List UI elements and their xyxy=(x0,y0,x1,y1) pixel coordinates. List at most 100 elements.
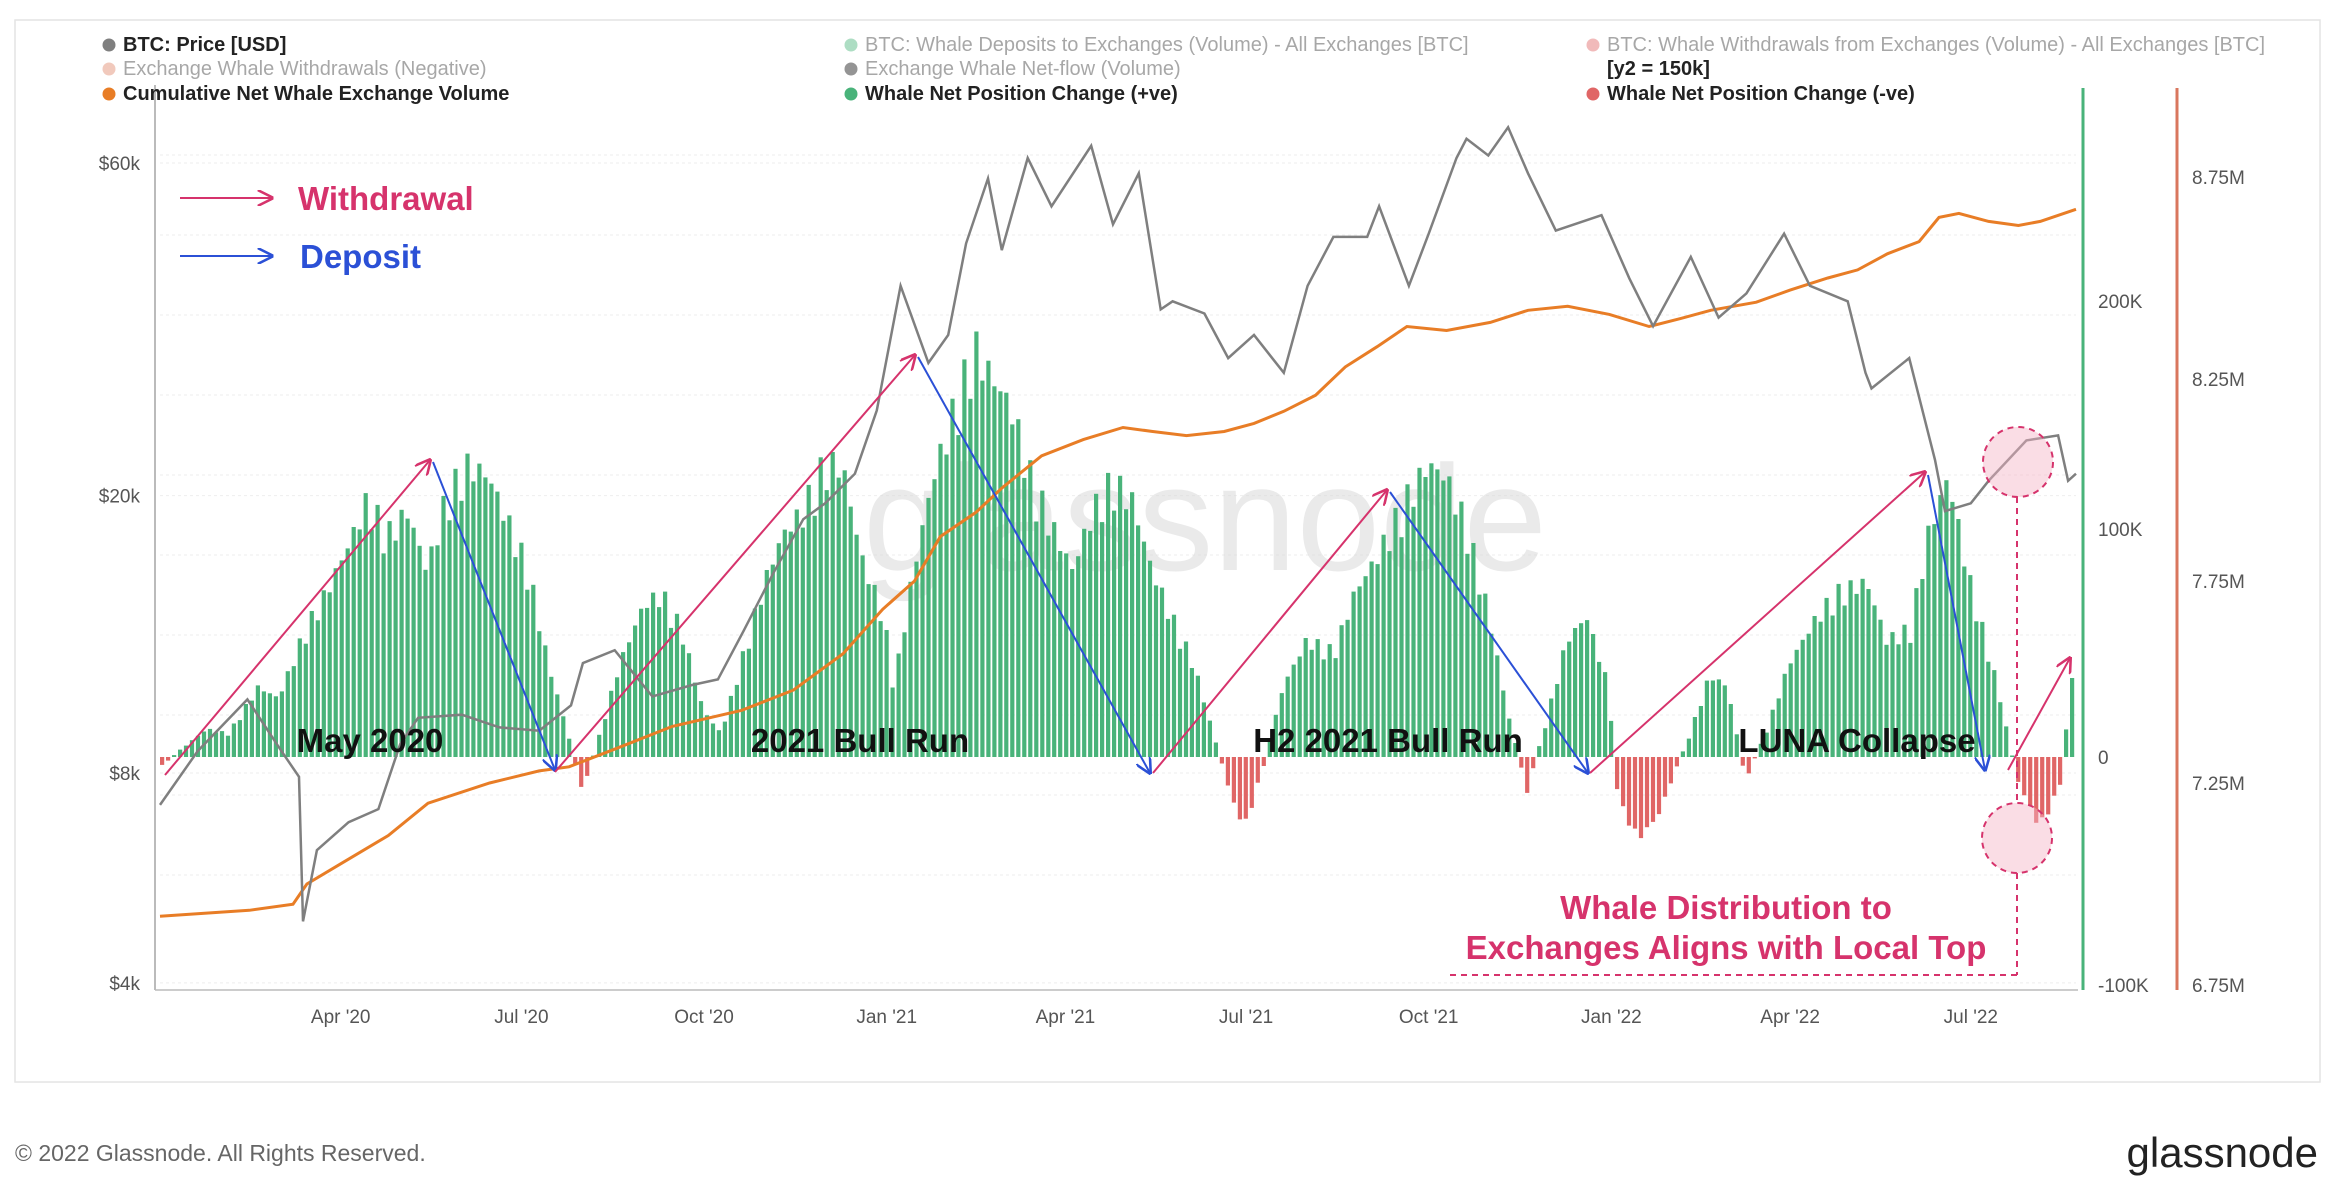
bar-48 xyxy=(447,520,452,757)
bar-92 xyxy=(710,723,716,757)
bar-133 xyxy=(956,435,961,757)
bar-40 xyxy=(399,509,404,757)
callout-line-1: Whale Distribution to xyxy=(1560,889,1892,926)
bar-59 xyxy=(513,557,518,757)
bar-162 xyxy=(1130,492,1135,757)
y-right-volume-tick-2: 100K xyxy=(2098,520,2143,541)
bar-257 xyxy=(1698,706,1703,757)
bar-103 xyxy=(776,543,781,757)
bar-124 xyxy=(902,632,907,757)
bar-171 xyxy=(1183,641,1189,757)
bar-109 xyxy=(812,515,817,757)
bar-298 xyxy=(1944,480,1949,757)
bar-241 xyxy=(1603,672,1608,757)
bar-42 xyxy=(411,527,416,757)
y-left-tick-0: $4k xyxy=(109,974,140,995)
bar-221 xyxy=(1483,593,1488,757)
bar-106 xyxy=(794,509,799,757)
bar-127 xyxy=(920,525,925,757)
bar-14 xyxy=(243,704,248,757)
bar-63 xyxy=(537,631,542,757)
bar-242 xyxy=(1609,720,1614,757)
bar-34 xyxy=(363,493,368,757)
bar-183 xyxy=(1255,757,1260,783)
bar-176 xyxy=(1213,742,1218,757)
legend-item-3: BTC: Whale Deposits to Exchanges (Volume… xyxy=(865,34,1469,56)
bar-86 xyxy=(674,613,680,757)
bar-46 xyxy=(435,545,440,757)
bar-198 xyxy=(1345,619,1350,757)
bar-88 xyxy=(686,653,692,757)
bar-44 xyxy=(423,569,428,757)
bar-281 xyxy=(1842,605,1847,757)
bar-116 xyxy=(854,534,859,757)
bar-297 xyxy=(1938,495,1943,757)
bar-141 xyxy=(1004,392,1009,757)
bar-114 xyxy=(842,470,847,757)
bar-12 xyxy=(231,723,236,757)
bar-174 xyxy=(1201,702,1206,757)
bar-251 xyxy=(1662,757,1668,797)
bar-195 xyxy=(1327,644,1332,757)
bar-204 xyxy=(1381,534,1386,757)
y-right-volume-tick-1: 0 xyxy=(2098,748,2109,769)
bar-256 xyxy=(1692,717,1697,757)
outflow-circle xyxy=(1981,802,2053,874)
bar-268 xyxy=(1764,732,1769,757)
bar-253 xyxy=(1674,757,1679,767)
bar-216 xyxy=(1453,514,1458,757)
bar-41 xyxy=(405,518,410,757)
legend-swatch-3 xyxy=(844,38,858,52)
bar-101 xyxy=(764,570,769,757)
bar-97 xyxy=(740,651,745,757)
bar-78 xyxy=(627,642,632,757)
bar-160 xyxy=(1118,475,1123,757)
bar-240 xyxy=(1597,661,1602,757)
bar-271 xyxy=(1782,673,1787,757)
bar-304 xyxy=(1980,621,1985,757)
bar-1 xyxy=(166,757,171,761)
bar-197 xyxy=(1339,625,1344,757)
bar-113 xyxy=(836,477,841,757)
y-left-tick-2: $20k xyxy=(99,487,141,508)
bar-147 xyxy=(1040,490,1045,757)
bar-316 xyxy=(2052,757,2057,796)
legend: BTC: Price [USD]Exchange Whale Withdrawa… xyxy=(102,34,2265,105)
bar-164 xyxy=(1141,541,1147,757)
bar-58 xyxy=(507,515,512,757)
bar-189 xyxy=(1291,664,1296,757)
bar-234 xyxy=(1561,650,1566,757)
bar-77 xyxy=(621,652,626,757)
bar-215 xyxy=(1447,476,1452,757)
bar-307 xyxy=(1998,702,2003,757)
bar-2 xyxy=(172,755,177,757)
bar-115 xyxy=(848,506,853,757)
bar-207 xyxy=(1399,537,1404,757)
bar-62 xyxy=(531,584,536,757)
bar-76 xyxy=(615,677,620,757)
x-tick-9: Jul '22 xyxy=(1944,1007,1998,1028)
x-tick-6: Oct '21 xyxy=(1399,1007,1459,1028)
bar-177 xyxy=(1219,757,1224,764)
bar-142 xyxy=(1010,424,1015,757)
bar-24 xyxy=(303,643,308,757)
bar-295 xyxy=(1926,525,1931,757)
bar-226 xyxy=(1513,743,1518,757)
copyright-text: © 2022 Glassnode. All Rights Reserved. xyxy=(15,1140,426,1166)
legend-swatch-2 xyxy=(102,87,116,101)
bar-213 xyxy=(1435,469,1440,757)
bar-118 xyxy=(866,584,871,757)
bar-284 xyxy=(1860,578,1865,757)
bar-208 xyxy=(1405,484,1410,757)
bar-132 xyxy=(950,398,955,757)
bar-199 xyxy=(1351,591,1356,757)
x-tick-4: Apr '21 xyxy=(1036,1007,1096,1028)
bar-206 xyxy=(1393,507,1398,757)
bar-288 xyxy=(1884,644,1889,757)
bar-279 xyxy=(1830,615,1835,757)
bar-247 xyxy=(1638,757,1644,839)
y-right-volume-tick-3: 200K xyxy=(2098,292,2143,313)
bar-33 xyxy=(357,529,362,757)
bar-250 xyxy=(1656,757,1662,815)
bar-238 xyxy=(1585,620,1590,757)
